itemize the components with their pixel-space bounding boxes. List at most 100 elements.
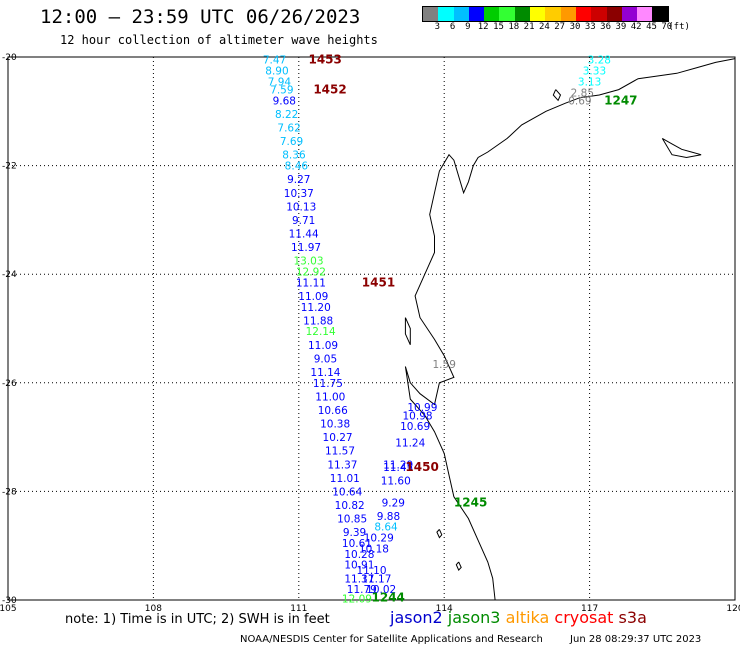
pass-id-label: 1452 <box>313 83 346 97</box>
colorbar-label: 36 <box>600 22 612 32</box>
x-tick-label: 108 <box>145 604 162 614</box>
map-title: 12:00 – 23:59 UTC 06/26/2023 <box>40 6 361 28</box>
x-tick-label: 105 <box>0 604 17 614</box>
wave-height-value: 7.94 <box>268 76 292 88</box>
timestamp-text: Jun 28 08:29:37 UTC 2023 <box>570 634 702 645</box>
wave-height-value: 7.69 <box>280 136 303 148</box>
wave-height-value: 11.09 <box>298 291 328 303</box>
wave-height-value: 9.68 <box>273 95 296 107</box>
colorbar-label: 70 <box>661 22 673 32</box>
wave-height-value: 11.29 <box>383 459 413 471</box>
wave-height-value: 1.59 <box>433 359 456 371</box>
colorbar-swatch <box>423 7 439 21</box>
x-tick-label: 111 <box>290 604 307 614</box>
wave-height-value: 11.24 <box>395 438 425 450</box>
wave-height-value: 10.66 <box>318 405 348 417</box>
wave-height-value: 12.92 <box>296 266 326 278</box>
colorbar-label: 21 <box>523 22 535 32</box>
wave-height-value: 9.29 <box>382 497 405 509</box>
colorbar-swatch <box>637 7 653 21</box>
colorbar-swatch <box>453 7 469 21</box>
colorbar-label: 18 <box>508 22 520 32</box>
colorbar-label: 45 <box>646 22 657 32</box>
wave-height-value: 2.85 <box>571 87 594 99</box>
island <box>552 89 562 102</box>
colorbar-label: 15 <box>493 22 504 32</box>
wave-height-value: 12.09 <box>342 593 372 605</box>
pass-id-label: 1247 <box>604 93 637 107</box>
wave-height-value: 11.37 <box>344 573 374 585</box>
colorbar-swatch <box>484 7 500 21</box>
wave-height-value: 11.09 <box>308 340 338 352</box>
pass-id-label: 1451 <box>362 275 395 289</box>
wave-height-value: 8.64 <box>374 522 398 534</box>
footnote: note: 1) Time is in UTC; 2) SWH is in fe… <box>65 612 330 627</box>
island <box>404 317 411 346</box>
x-tick-label: 117 <box>581 604 598 614</box>
wave-height-value: 10.99 <box>407 402 437 414</box>
wave-height-value: 11.14 <box>310 367 340 379</box>
map-subtitle: 12 hour collection of altimeter wave hei… <box>60 33 378 47</box>
wave-height-value: 10.27 <box>323 432 353 444</box>
wave-height-value: 13.03 <box>293 256 323 268</box>
y-tick-label: -24 <box>2 270 17 280</box>
colorbar-swatch <box>530 7 546 21</box>
colorbar-labels: 3 6 9 12 15 18 21 24 27 30 33 36 39 42 45 70 (ft) <box>422 22 740 34</box>
colorbar-label: 27 <box>554 22 566 32</box>
wave-height-value: 0.69 <box>568 95 591 107</box>
pass-id-label: 1244 <box>372 590 405 604</box>
map-frame <box>7 56 736 601</box>
colorbar-label: 6 <box>449 22 456 32</box>
colorbar-swatch <box>514 7 531 21</box>
wave-height-value: 11.37 <box>327 459 357 471</box>
colorbar-swatch <box>652 7 668 21</box>
y-tick-label: -28 <box>2 487 17 497</box>
island <box>455 561 462 571</box>
wave-height-value: 10.18 <box>359 543 389 555</box>
wave-height-value: 3.13 <box>578 76 601 88</box>
colorbar-swatch <box>621 7 638 21</box>
wave-height-value: 12.14 <box>306 326 336 338</box>
wave-height-value: 10.61 <box>342 538 372 550</box>
colorbar-swatch <box>606 7 622 21</box>
wave-height-value: 8.90 <box>265 66 288 78</box>
wave-height-value: 7.47 <box>263 55 286 67</box>
wave-height-value: 9.39 <box>343 527 366 539</box>
legend-s3a: s3a <box>618 608 652 627</box>
wave-height-value: 10.69 <box>400 421 430 433</box>
colorbar-swatch <box>560 7 576 21</box>
wave-height-value: 9.27 <box>287 174 310 186</box>
island <box>436 529 443 539</box>
wave-height-value: 11.17 <box>361 573 391 585</box>
colorbar-label: 42 <box>630 22 642 32</box>
wave-height-value: 10.29 <box>364 533 394 545</box>
legend-altika: altika <box>505 608 555 627</box>
wave-height-value: 11.44 <box>289 228 319 240</box>
wave-height-value: 10.91 <box>344 560 374 572</box>
colorbar-swatch <box>591 7 607 21</box>
legend-cryosat: cryosat <box>554 608 619 627</box>
wave-height-value: 11.00 <box>315 391 345 403</box>
colorbar-swatch <box>575 7 592 21</box>
wave-height-value: 10.82 <box>335 500 365 512</box>
x-tick-label: 114 <box>436 604 453 614</box>
wave-height-value: 7.62 <box>277 123 300 135</box>
wave-height-value: 10.64 <box>332 486 362 498</box>
wave-height-value: 3.33 <box>583 66 606 78</box>
colorbar-label: 39 <box>615 22 627 32</box>
credits-footer: NOAA/NESDIS Center for Satellite Applica… <box>240 634 725 645</box>
colorbar-label: 12 <box>477 22 489 32</box>
colorbar-swatch <box>545 7 561 21</box>
coastline <box>404 58 736 601</box>
pass-id-label: 1450 <box>405 460 438 474</box>
wave-height-value: 11.10 <box>356 565 386 577</box>
satellite-legend: jason2 jason3 altika cryosat s3a <box>390 608 652 627</box>
colorbar-label: 9 <box>465 22 471 32</box>
y-tick-label: -22 <box>2 162 17 172</box>
colorbar-swatch <box>499 7 515 21</box>
wave-height-value: 11.01 <box>330 473 360 485</box>
wave-height-value: 11.11 <box>296 277 326 289</box>
colorbar-label: (ft) <box>668 22 690 32</box>
wave-height-value: 3.28 <box>588 55 611 67</box>
